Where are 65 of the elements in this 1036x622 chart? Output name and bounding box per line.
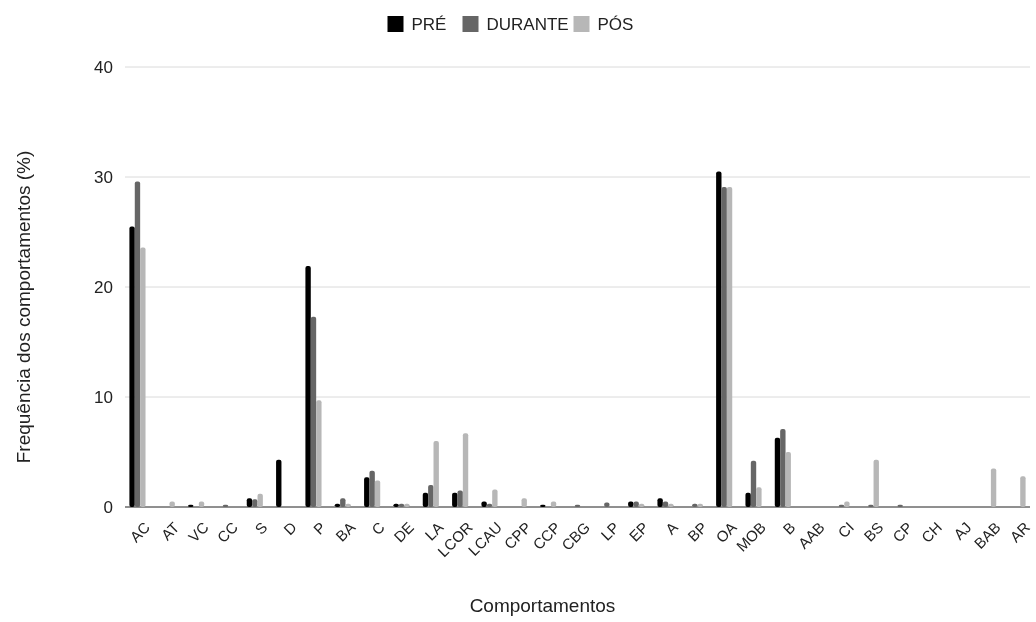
- y-tick-label: 0: [103, 497, 113, 517]
- x-tick-label: VC: [184, 518, 212, 546]
- x-tick-label: P: [309, 518, 330, 538]
- y-tick-label: 30: [94, 167, 113, 187]
- bar: [726, 186, 733, 507]
- x-tick-label: C: [368, 518, 388, 539]
- bar: [134, 181, 141, 507]
- x-tick-label: CC: [213, 518, 242, 546]
- bar: [873, 459, 879, 507]
- x-axis-title: Comportamentos: [469, 595, 616, 616]
- bar: [316, 400, 322, 507]
- bar: [374, 480, 381, 507]
- bar: [492, 489, 498, 507]
- x-tick-label: A: [661, 518, 682, 538]
- bar: [745, 492, 751, 507]
- bar: [1020, 476, 1026, 507]
- x-tick-label: AJ: [950, 518, 975, 543]
- bar: [340, 498, 346, 507]
- x-tick-label: AT: [157, 518, 183, 544]
- bar: [990, 468, 997, 507]
- legend-label: PÓS: [597, 14, 634, 34]
- bar: [780, 428, 786, 507]
- x-tick-label: BS: [860, 518, 887, 545]
- bar: [129, 226, 135, 507]
- bar: [364, 477, 370, 507]
- bar: [462, 433, 469, 507]
- bar: [452, 492, 458, 507]
- x-tick-label: CP: [888, 518, 916, 546]
- x-tick-label: D: [280, 518, 300, 539]
- bar: [305, 266, 311, 507]
- x-tick-label: BA: [332, 518, 359, 545]
- bar: [774, 437, 781, 507]
- bar: [716, 171, 722, 507]
- bar: [750, 460, 757, 507]
- bar: [310, 316, 317, 507]
- bar: [369, 470, 375, 507]
- x-tick-label: CH: [917, 518, 946, 546]
- bar: [433, 441, 439, 507]
- y-tick-label: 10: [94, 387, 113, 407]
- bar: [657, 498, 663, 507]
- bar: [721, 186, 727, 507]
- y-tick-label: 20: [94, 277, 113, 297]
- x-tick-label: LP: [597, 518, 623, 544]
- legend-label: DURANTE: [486, 14, 569, 34]
- bar: [457, 490, 463, 507]
- x-tick-label: CI: [834, 518, 858, 542]
- bar: [428, 485, 434, 507]
- bar: [257, 493, 263, 507]
- bar: [785, 452, 791, 507]
- x-tick-label: CPP: [500, 518, 535, 553]
- y-tick-label: 40: [94, 57, 113, 77]
- legend-label: PRÉ: [411, 14, 447, 34]
- y-axis-title: Frequência dos comportamentos (%): [13, 150, 34, 464]
- x-tick-label: S: [251, 518, 271, 538]
- bar: [422, 492, 429, 507]
- x-tick-label: AC: [126, 518, 154, 546]
- bar: [756, 487, 762, 507]
- bar: [246, 498, 253, 507]
- bar: [276, 459, 282, 507]
- x-tick-label: BP: [684, 518, 711, 545]
- bar: [140, 247, 146, 507]
- x-tick-label: DE: [390, 518, 418, 546]
- x-tick-label: B: [779, 518, 799, 538]
- x-tick-label: AR: [1006, 518, 1034, 546]
- x-tick-label: EP: [625, 518, 652, 545]
